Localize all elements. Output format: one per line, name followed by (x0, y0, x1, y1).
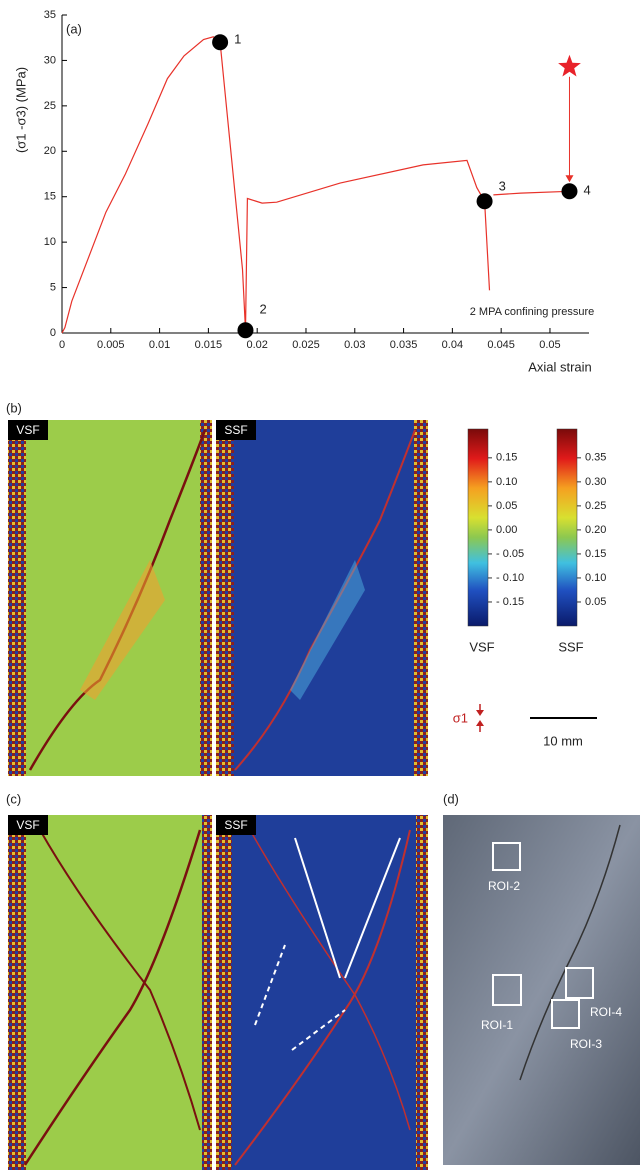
y-axis-label: (σ1 -σ3) (MPa) (13, 67, 28, 153)
colorbars: 0.15 0.10 0.05 0.00 - 0.05 - 0.10 - 0.15 VSF 0.3… (468, 429, 606, 654)
y-tick-label: 20 (44, 145, 56, 157)
marker (561, 183, 577, 199)
x-tick-label: 0.035 (390, 339, 418, 351)
annotation: 2 MPA confining pressure (470, 306, 595, 318)
colorbar-tick-label: 0.00 (496, 524, 517, 536)
colorbar-tick-label: - 0.15 (496, 596, 524, 608)
y-tick-label: 35 (44, 9, 56, 21)
colorbar (557, 429, 577, 626)
x-tick-label: 0 (59, 339, 65, 351)
marker-label: 2 (259, 302, 266, 317)
photo (443, 815, 640, 1165)
colorbar (468, 429, 488, 626)
chart-a: 0 0.005 0.01 0.015 0.02 0.025 0.03 0.035 0.04 0.0… (13, 9, 594, 375)
x-tick-label: 0.005 (97, 339, 125, 351)
image-ssf-c (216, 815, 428, 1170)
image-tag: VSF (16, 818, 39, 832)
colorbar-label: VSF (469, 639, 494, 654)
colorbar-tick-label: 0.15 (496, 452, 517, 464)
x-tick-label: 0.04 (442, 339, 463, 351)
colorbar-tick-label: 0.25 (585, 500, 606, 512)
roi-label: ROI-3 (570, 1037, 602, 1051)
y-tick-label: 5 (50, 281, 56, 293)
colorbar-tick-label: - 0.05 (496, 548, 524, 560)
stress-arrows (476, 704, 597, 732)
y-tick-label: 0 (50, 327, 56, 339)
colorbar-tick-label: 0.05 (585, 596, 606, 608)
x-tick-label: 0.03 (344, 339, 365, 351)
panel-label: (b) (6, 400, 22, 415)
roi-label: ROI-1 (481, 1018, 513, 1032)
x-tick-label: 0.045 (487, 339, 515, 351)
x-tick-label: 0.015 (195, 339, 223, 351)
star (558, 55, 581, 77)
x-axis-label: Axial strain (528, 359, 592, 374)
marker-label: 3 (499, 179, 506, 194)
image-vsf-b (8, 420, 212, 776)
marker (477, 193, 493, 209)
y-tick-label: 25 (44, 100, 56, 112)
marker-label: 4 (583, 183, 590, 198)
panel-label: (a) (66, 21, 82, 36)
figure: 00.0050.010.0150.020.0250.030.0350.040.0… (0, 0, 643, 1170)
image-tag: SSF (224, 818, 247, 832)
image-ssf-b (216, 420, 428, 776)
colorbar-tick-label: 0.10 (496, 476, 517, 488)
image-tag: SSF (224, 423, 247, 437)
colorbar-tick-label: - 0.10 (496, 572, 524, 584)
colorbar-tick-label: 0.10 (585, 572, 606, 584)
colorbar-tick-label: 0.30 (585, 476, 606, 488)
y-tick-label: 10 (44, 236, 56, 248)
colorbar-tick-label: 0.20 (585, 524, 606, 536)
line (62, 37, 570, 333)
roi-label: ROI-4 (590, 1005, 622, 1019)
x-tick-label: 0.025 (292, 339, 320, 351)
stress-label: σ1 (453, 710, 468, 725)
colorbar-tick-label: 0.05 (496, 500, 517, 512)
x-tick-label: 0.05 (539, 339, 560, 351)
panel-label: (c) (6, 791, 21, 806)
x-tick-label: 0.01 (149, 339, 170, 351)
roi-label: ROI-2 (488, 879, 520, 893)
y-tick-label: 15 (44, 191, 56, 203)
colorbar-tick-label: 0.35 (585, 452, 606, 464)
marker-label: 1 (234, 32, 241, 47)
image-vsf-c (8, 815, 212, 1170)
panel-label: (d) (443, 791, 459, 806)
image-tag: VSF (16, 423, 39, 437)
scale-label: 10 mm (543, 733, 583, 748)
marker (237, 322, 253, 338)
colorbar-label: SSF (558, 639, 583, 654)
arrow-head (565, 175, 573, 182)
x-tick-label: 0.02 (246, 339, 267, 351)
y-tick-label: 30 (44, 54, 56, 66)
marker (212, 34, 228, 50)
colorbar-tick-label: 0.15 (585, 548, 606, 560)
